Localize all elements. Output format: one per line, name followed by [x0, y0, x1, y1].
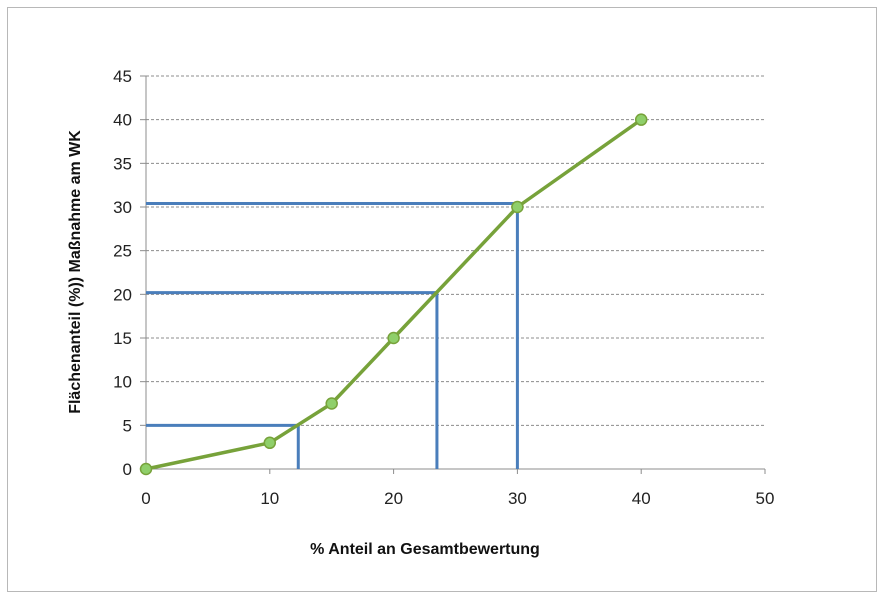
data-point — [139, 462, 153, 476]
y-tick-label: 0 — [123, 460, 132, 479]
data-point — [387, 331, 400, 345]
y-axis-title: Flächenanteil (%)) Maßnahme am WK — [67, 130, 84, 414]
data-point — [511, 200, 524, 214]
data-point — [263, 436, 277, 450]
reference-lines — [146, 202, 519, 469]
data-point — [634, 113, 648, 126]
x-axis-title: % Anteil an Gesamtbewertung — [310, 541, 540, 558]
x-tick-label: 10 — [260, 489, 279, 508]
axes — [140, 75, 766, 474]
data-series — [139, 113, 648, 476]
chart-frame — [7, 7, 877, 592]
y-tick-label: 5 — [123, 416, 132, 435]
y-tick-label: 40 — [113, 111, 132, 130]
y-tick-label: 45 — [113, 67, 132, 86]
y-tick-label: 25 — [113, 242, 132, 261]
y-tick-labels: 0 5 10 15 20 25 30 35 40 45 — [113, 67, 132, 479]
x-tick-label: 20 — [384, 489, 403, 508]
x-tick-label: 40 — [632, 489, 651, 508]
reference-line — [146, 202, 519, 469]
x-tick-label: 0 — [141, 489, 150, 508]
reference-line — [146, 291, 439, 469]
y-tick-label: 20 — [113, 285, 132, 304]
y-tick-label: 15 — [113, 329, 132, 348]
data-point — [325, 397, 338, 410]
x-tick-label: 30 — [508, 489, 527, 508]
gridlines — [146, 75, 765, 426]
y-tick-label: 30 — [113, 198, 132, 217]
x-tick-labels: 0 10 20 30 40 50 — [141, 489, 774, 508]
series-line — [145, 118, 643, 471]
y-tick-label: 10 — [113, 373, 132, 392]
x-tick-label: 50 — [756, 489, 775, 508]
y-tick-label: 35 — [113, 154, 132, 173]
